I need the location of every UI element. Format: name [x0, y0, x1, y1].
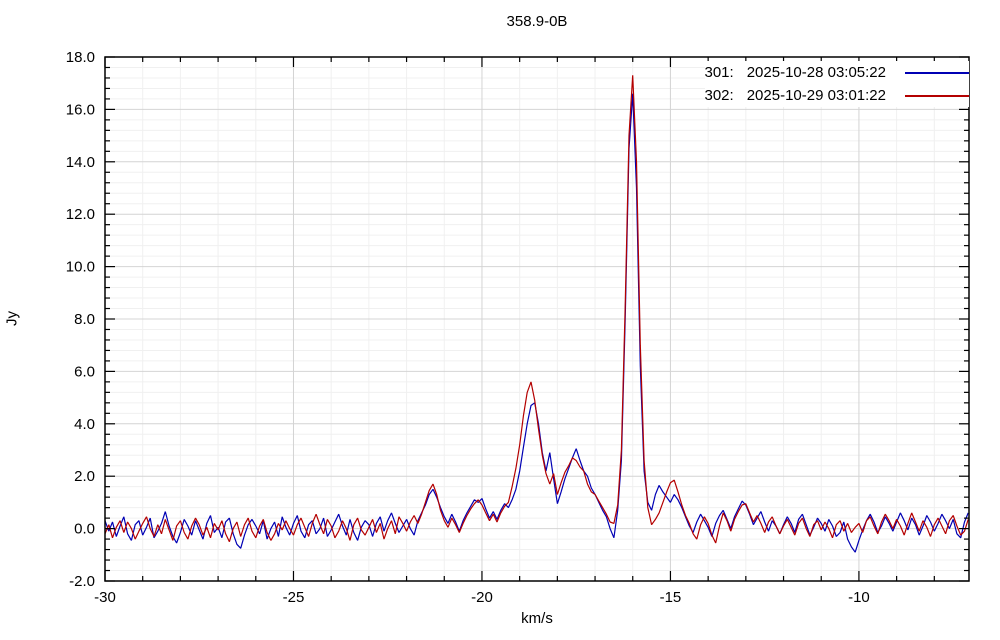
- legend: 301: 2025-10-28 03:05:22 302: 2025-10-29…: [704, 61, 969, 107]
- legend-line-swatch-302: [905, 94, 969, 97]
- y-axis-unit-label: Jy: [3, 311, 21, 326]
- y-tick-label: 18.0: [66, 49, 95, 66]
- x-tick-label: -15: [660, 589, 682, 606]
- x-tick-label: -30: [94, 589, 116, 606]
- legend-line-swatch-301: [905, 71, 969, 74]
- y-tick-label: 2.0: [74, 468, 95, 485]
- legend-series-datetime-301: 2025-10-28 03:05:22: [746, 64, 886, 81]
- y-tick-label: 10.0: [66, 259, 95, 276]
- legend-row-302: 302: 2025-10-29 03:01:22: [704, 84, 969, 107]
- legend-series-id-301: 301:: [704, 64, 734, 81]
- x-tick-label: -25: [283, 589, 305, 606]
- y-tick-label: 14.0: [66, 154, 95, 171]
- series-line-301: [104, 93, 969, 553]
- y-tick-label: 12.0: [66, 206, 95, 223]
- y-tick-label: 16.0: [66, 101, 95, 118]
- legend-row-301: 301: 2025-10-28 03:05:22: [704, 61, 969, 84]
- y-tick-label: 0.0: [74, 521, 95, 538]
- chart-title: 358.9-0B: [506, 13, 568, 30]
- y-tick-label: 4.0: [74, 416, 95, 433]
- y-tick-label: 6.0: [74, 363, 95, 380]
- x-tick-label: -20: [471, 589, 493, 606]
- y-tick-label: 8.0: [74, 311, 95, 328]
- y-tick-label: -2.0: [69, 573, 95, 590]
- legend-series-id-302: 302:: [704, 87, 734, 104]
- x-tick-label: -10: [848, 589, 870, 606]
- legend-series-datetime-302: 2025-10-29 03:01:22: [746, 87, 886, 104]
- series-line-302: [104, 75, 969, 544]
- x-axis-unit-label: km/s: [521, 610, 553, 627]
